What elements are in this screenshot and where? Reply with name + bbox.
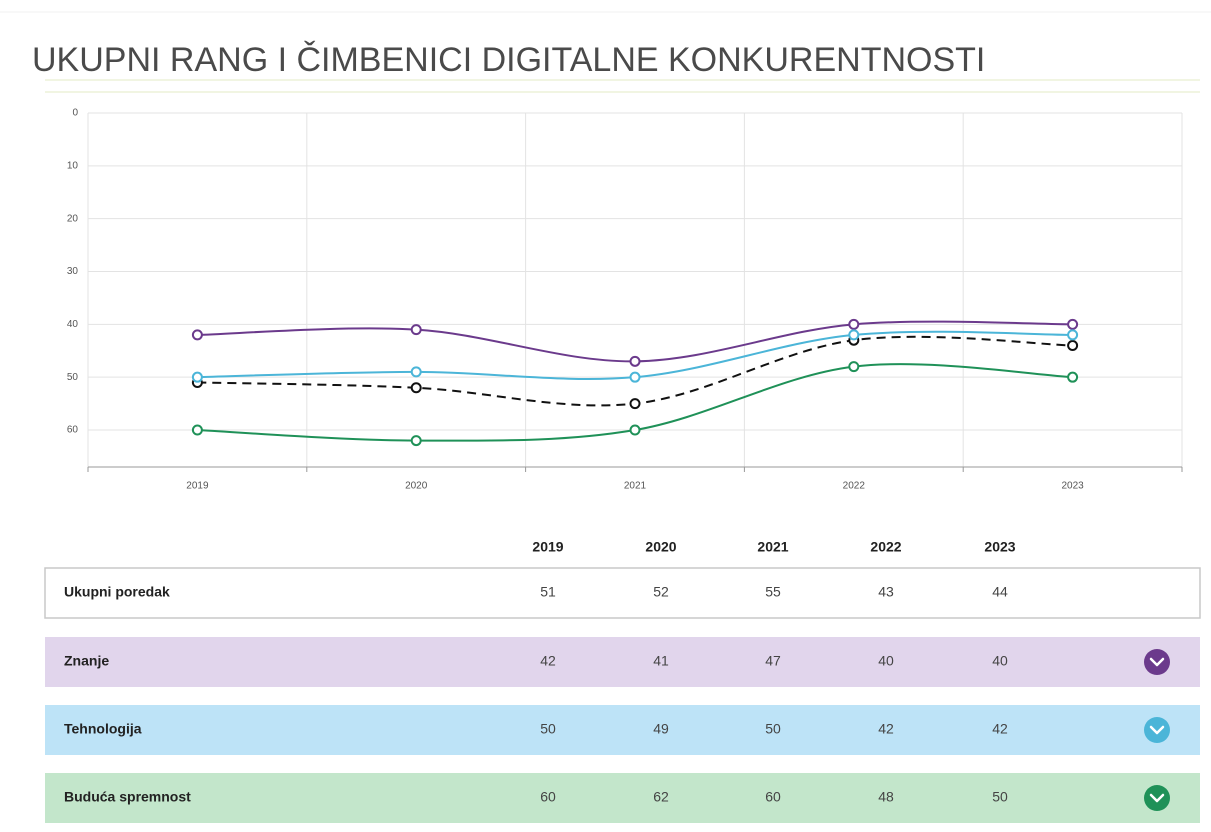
data-point [848,329,860,341]
row-label: Buduća spremnost [64,789,191,805]
row-label: Ukupni poredak [64,584,170,600]
chevron [1149,657,1165,667]
cell-value: 62 [653,789,669,805]
data-point [410,435,422,447]
data-point [1067,371,1079,383]
table-header: 2021 [757,539,788,555]
data-point [191,371,203,383]
data-point [629,371,641,383]
data-point [1067,318,1079,330]
cell-value: 44 [992,584,1008,600]
table-header: 2023 [984,539,1015,555]
row-label: Znanje [64,653,109,669]
x-tick-label: 2021 [624,481,647,492]
y-tick-label: 20 [67,213,79,224]
table-header: 2020 [645,539,676,555]
data-point [191,329,203,341]
cell-value: 43 [878,584,894,600]
cell-value: 50 [765,721,781,737]
y-tick-label: 0 [72,108,78,119]
cell-value: 60 [765,789,781,805]
expand-icon [1144,717,1170,743]
cell-value: 52 [653,584,669,600]
y-tick-label: 40 [67,319,79,330]
cell-value: 42 [540,653,556,669]
cell-value: 48 [878,789,894,805]
table-row [44,567,1201,619]
cell-value: 47 [765,653,781,669]
cell-value: 42 [878,721,894,737]
cell-value: 40 [992,653,1008,669]
data-point [410,382,422,394]
chevron [1149,725,1165,735]
y-tick-label: 50 [67,372,79,383]
x-tick-label: 2022 [843,481,866,492]
table-header: 2019 [532,539,563,555]
cell-value: 50 [992,789,1008,805]
data-point [191,424,203,436]
chart-title: UKUPNI RANG I ČIMBENICI DIGITALNE KONKUR… [32,41,985,79]
x-tick-label: 2020 [405,481,428,492]
y-tick-label: 30 [67,266,79,277]
x-tick-label: 2023 [1061,481,1084,492]
y-tick-label: 60 [67,425,79,436]
cell-value: 55 [765,584,781,600]
cell-value: 42 [992,721,1008,737]
table-header: 2022 [870,539,901,555]
cell-value: 41 [653,653,669,669]
table-row [45,637,1200,687]
cell-value: 49 [653,721,669,737]
chevron [1149,793,1165,803]
expand-icon [1144,649,1170,675]
cell-value: 60 [540,789,556,805]
data-point [629,355,641,367]
expand-icon [1144,785,1170,811]
data-point [1067,339,1079,351]
data-point [629,398,641,410]
cell-value: 51 [540,584,556,600]
expand-button[interactable] [1144,649,1170,675]
data-point [629,424,641,436]
row-label: Tehnologija [64,721,142,737]
data-point [410,324,422,336]
cell-value: 50 [540,721,556,737]
data-point [1067,329,1079,341]
data-point [410,366,422,378]
table-row [45,705,1200,755]
expand-button[interactable] [1144,717,1170,743]
expand-button[interactable] [1144,785,1170,811]
data-point [848,361,860,373]
x-tick-label: 2019 [186,481,209,492]
data-point [848,318,860,330]
table-row [45,773,1200,823]
cell-value: 40 [878,653,894,669]
y-tick-label: 10 [67,160,79,171]
